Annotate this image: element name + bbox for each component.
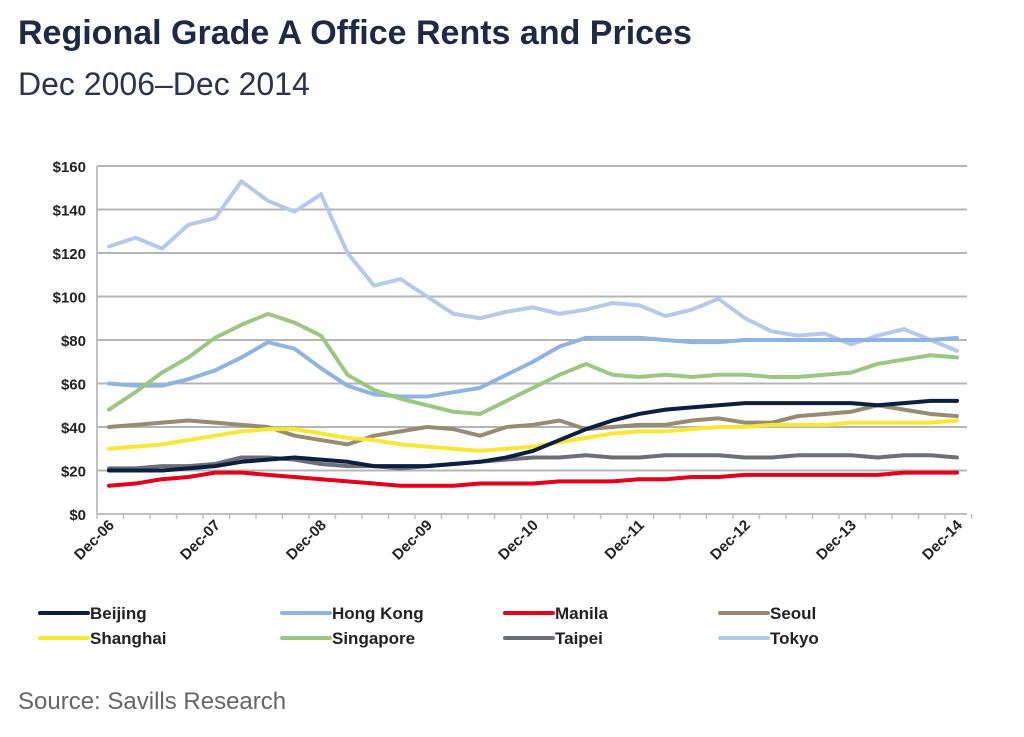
y-tick-label: $40 <box>61 420 86 437</box>
y-tick-label: $160 <box>53 159 86 176</box>
x-tick-label: Dec-12 <box>707 517 754 564</box>
x-tick-label: Dec-14 <box>919 516 966 563</box>
y-tick-label: $80 <box>61 333 86 350</box>
y-tick-label: $0 <box>69 507 86 524</box>
x-tick-label: Dec-08 <box>283 517 330 564</box>
x-tick-label: Dec-11 <box>602 517 648 563</box>
legend-label-manila: Manila <box>555 604 608 623</box>
legend-label-shanghai: Shanghai <box>90 629 167 648</box>
x-tick-label: Dec-10 <box>495 517 542 564</box>
x-tick-label: Dec-09 <box>389 517 436 564</box>
series-line-hong-kong <box>107 335 959 399</box>
x-tick-label: Dec-07 <box>177 517 224 564</box>
legend-label-tokyo: Tokyo <box>770 629 819 648</box>
y-tick-label: $60 <box>61 377 86 394</box>
legend-label-singapore: Singapore <box>332 629 415 648</box>
x-tick-label: Dec-13 <box>813 517 860 564</box>
series-line-tokyo <box>107 179 959 353</box>
series-line-seoul <box>107 403 959 447</box>
series-line-shanghai <box>107 418 959 453</box>
series-line-manila <box>107 470 959 488</box>
chart-title: Regional Grade A Office Rents and Prices <box>18 14 692 52</box>
source-note: Source: Savills Research <box>18 688 287 715</box>
y-tick-label: $100 <box>53 290 86 307</box>
legend-label-taipei: Taipei <box>555 629 603 648</box>
legend-label-hong-kong: Hong Kong <box>332 604 424 623</box>
legend-label-seoul: Seoul <box>770 604 816 623</box>
series-line-beijing <box>107 398 959 473</box>
y-tick-label: $140 <box>53 203 86 220</box>
series-line-singapore <box>107 311 959 416</box>
y-tick-label: $20 <box>61 464 86 481</box>
legend-label-beijing: Beijing <box>90 604 147 623</box>
series-line-taipei <box>107 453 959 471</box>
chart-subtitle: Dec 2006–Dec 2014 <box>18 66 310 102</box>
y-tick-label: $120 <box>53 246 86 263</box>
